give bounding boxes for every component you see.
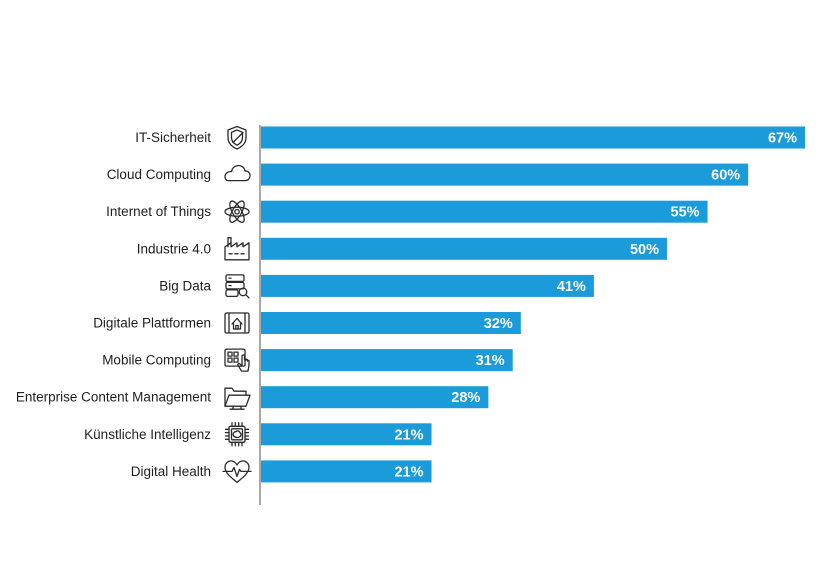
category-label: Mobile Computing xyxy=(102,353,211,368)
bar xyxy=(261,386,489,409)
category-label: IT-Sicherheit xyxy=(135,130,211,145)
platform-house-icon xyxy=(224,312,250,334)
category-labels: IT-Sicherheit Cloud Computing Internet of … xyxy=(16,130,212,479)
value-label: 28% xyxy=(451,390,480,406)
bar xyxy=(261,349,513,372)
shield-icon xyxy=(227,125,247,150)
value-label: 50% xyxy=(630,242,659,258)
cloud-icon xyxy=(224,164,251,182)
value-label: 55% xyxy=(671,205,700,221)
bar xyxy=(261,274,594,297)
bar xyxy=(261,237,667,260)
bar xyxy=(261,200,708,223)
category-label: Industrie 4.0 xyxy=(137,241,211,256)
value-label: 31% xyxy=(476,353,505,369)
value-label: 21% xyxy=(394,427,423,443)
value-label: 67% xyxy=(768,131,797,147)
bars-layer: 67% 60% 55% 50% 41% 32% 31% 28% 21% 21% xyxy=(261,126,805,483)
category-label: Internet of Things xyxy=(106,204,211,219)
category-label: Enterprise Content Management xyxy=(16,390,211,405)
value-label: 60% xyxy=(711,168,740,184)
database-search-icon xyxy=(225,274,250,299)
bar xyxy=(261,126,805,149)
category-label: Cloud Computing xyxy=(107,167,211,182)
factory-icon xyxy=(224,237,250,261)
category-icons xyxy=(222,125,252,484)
chip-brain-icon xyxy=(224,422,250,447)
value-label: 41% xyxy=(557,279,586,295)
bar xyxy=(261,423,432,446)
category-label: Künstliche Intelligenz xyxy=(84,427,211,442)
atom-icon xyxy=(224,200,250,223)
value-label: 32% xyxy=(484,316,513,332)
category-label: Big Data xyxy=(159,278,211,293)
category-label: Digital Health xyxy=(131,464,211,479)
category-label: Digitale Plattformen xyxy=(93,316,211,331)
bar xyxy=(261,460,432,483)
mobile-touch-icon xyxy=(224,348,250,372)
bar xyxy=(261,163,749,186)
folder-icon xyxy=(224,387,251,410)
bar xyxy=(261,312,521,334)
heart-pulse-icon xyxy=(222,460,252,484)
value-label: 21% xyxy=(394,464,423,480)
